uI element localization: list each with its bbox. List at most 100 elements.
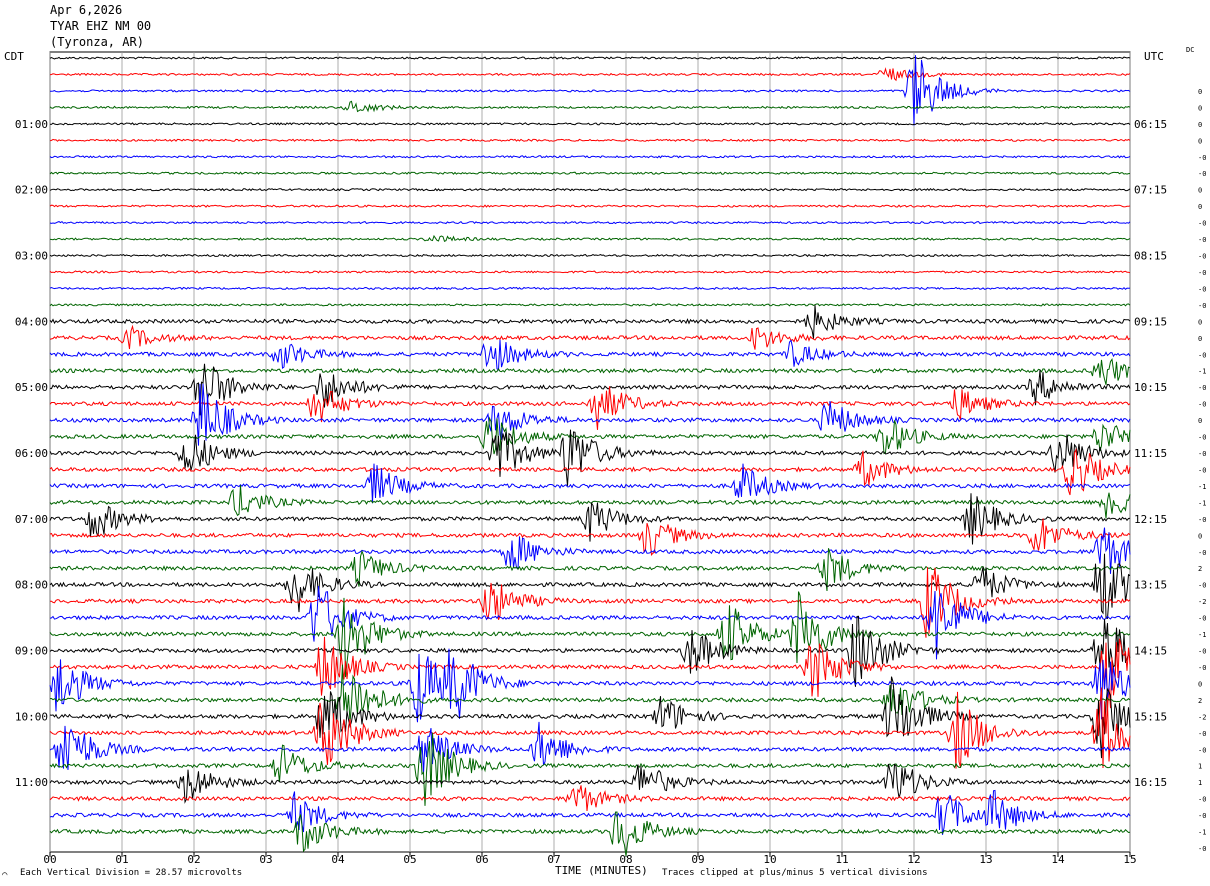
- trace-line: [50, 567, 1131, 638]
- trace-line: [49, 648, 1131, 723]
- dc-offset-label: 2: [1198, 697, 1202, 705]
- right-hour-label: 16:15: [1134, 776, 1167, 789]
- trace-line: [49, 585, 1131, 660]
- trace-line: [49, 763, 1131, 804]
- dc-offset-label: -2: [1198, 598, 1206, 606]
- x-tick-label: 00: [43, 853, 56, 866]
- dc-offset-label: -1: [1198, 829, 1206, 837]
- dc-offset-label: 0: [1198, 137, 1202, 145]
- dc-offset-label: -1: [1198, 483, 1206, 491]
- x-tick-label: 04: [331, 853, 345, 866]
- x-tick-label: 15: [1123, 853, 1136, 866]
- trace-line: [49, 56, 1131, 60]
- dc-offset-label: -0: [1198, 796, 1206, 804]
- x-tick-label: 08: [619, 853, 632, 866]
- trace-line: [49, 732, 1131, 806]
- left-hour-label: 08:00: [15, 579, 48, 592]
- trace-line: [49, 493, 1131, 545]
- dc-offset-label: -1: [1198, 499, 1206, 507]
- trace-line: [49, 636, 1131, 710]
- right-hour-label: 09:15: [1134, 315, 1167, 328]
- left-hour-label: 10:00: [15, 710, 48, 723]
- right-hour-label: 07:15: [1134, 184, 1167, 197]
- trace-line: [49, 789, 1131, 835]
- dc-offset-label: 0: [1198, 417, 1202, 425]
- right-hour-label: 10:15: [1134, 381, 1167, 394]
- trace-line: [49, 363, 1131, 416]
- right-hour-label: 15:15: [1134, 710, 1167, 723]
- dc-offset-label: -1: [1198, 368, 1206, 376]
- trace-line: [49, 591, 1131, 678]
- right-hour-label: 12:15: [1134, 513, 1167, 526]
- dc-offset-label: -0: [1198, 384, 1206, 392]
- trace-line: [49, 155, 1131, 159]
- x-tick-label: 05: [403, 853, 416, 866]
- clip-note: Traces clipped at plus/minus 5 vertical …: [662, 868, 928, 878]
- dc-offset-label: -1: [1198, 631, 1206, 639]
- trace-line: [49, 234, 1131, 242]
- trace-line: [49, 721, 1131, 774]
- trace-line: [49, 303, 1131, 307]
- trace-line: [49, 553, 1131, 620]
- trace-line: [49, 100, 1131, 113]
- x-tick-label: 13: [979, 853, 992, 866]
- trace-line: [49, 339, 1131, 371]
- dc-offset-label: -0: [1198, 516, 1206, 524]
- x-tick-label: 02: [187, 853, 200, 866]
- x-tick-label: 06: [475, 853, 488, 866]
- x-tick-label: 10: [763, 853, 776, 866]
- dc-offset-label: 0: [1198, 104, 1202, 112]
- dc-offset-label: -0: [1198, 582, 1206, 590]
- dc-offset-label: -0: [1198, 170, 1206, 178]
- left-hour-label: 04:00: [15, 315, 48, 328]
- trace-line: [49, 122, 1131, 126]
- dc-offset-label: -0: [1198, 746, 1206, 754]
- dc-offset-label: 0: [1198, 318, 1202, 326]
- trace-line: [49, 386, 1131, 430]
- dc-offset-label: 0: [1198, 335, 1202, 343]
- right-hour-label: 13:15: [1134, 579, 1167, 592]
- trace-line: [49, 811, 1131, 857]
- header-date: Apr 6,2026: [50, 3, 123, 17]
- trace-line: [49, 447, 1131, 496]
- left-hour-label: 09:00: [15, 645, 48, 658]
- dc-offset-label: -0: [1198, 302, 1206, 310]
- trace-line: [49, 324, 1131, 350]
- dc-offset-label: 0: [1198, 203, 1202, 211]
- trace-line: [49, 383, 1131, 446]
- trace-line: [49, 416, 1131, 455]
- x-axis-title: TIME (MINUTES): [555, 864, 648, 877]
- right-hour-label: 06:15: [1134, 118, 1167, 131]
- dc-offset-label: -0: [1198, 236, 1206, 244]
- dc-offset-label: -0: [1198, 434, 1206, 442]
- trace-line: [49, 429, 1131, 486]
- right-hour-label: 11:15: [1134, 447, 1167, 460]
- right-hour-label: 08:15: [1134, 250, 1167, 263]
- left-hour-label: 02:00: [15, 184, 48, 197]
- dc-offset-label: -0: [1198, 154, 1206, 162]
- dc-offset-label: -0: [1198, 401, 1206, 409]
- x-tick-label: 07: [547, 853, 560, 866]
- dc-offset-label: -0: [1198, 269, 1206, 277]
- trace-line: [49, 785, 1131, 812]
- dc-offset-label: -0: [1198, 220, 1206, 228]
- trace-line: [49, 687, 1131, 769]
- dc-offset-label: 0: [1198, 532, 1202, 540]
- trace-line: [49, 548, 1131, 592]
- dc-offset-label: -0: [1198, 648, 1206, 656]
- trace-line: [49, 55, 1131, 126]
- trace-line: [49, 187, 1131, 192]
- right-hour-label: 14:15: [1134, 645, 1167, 658]
- scale-note: Each Vertical Division = 28.57 microvolt…: [20, 868, 243, 878]
- trace-line: [49, 463, 1131, 504]
- dc-offset-label: -0: [1198, 664, 1206, 672]
- x-tick-label: 01: [115, 853, 128, 866]
- dc-offset-label: -0: [1198, 615, 1206, 623]
- x-tick-label: 14: [1051, 853, 1065, 866]
- trace-line: [49, 286, 1131, 291]
- left-hour-label: 06:00: [15, 447, 48, 460]
- trace-line: [49, 138, 1131, 142]
- dc-offset-label: -0: [1198, 450, 1206, 458]
- x-tick-label: 09: [691, 853, 704, 866]
